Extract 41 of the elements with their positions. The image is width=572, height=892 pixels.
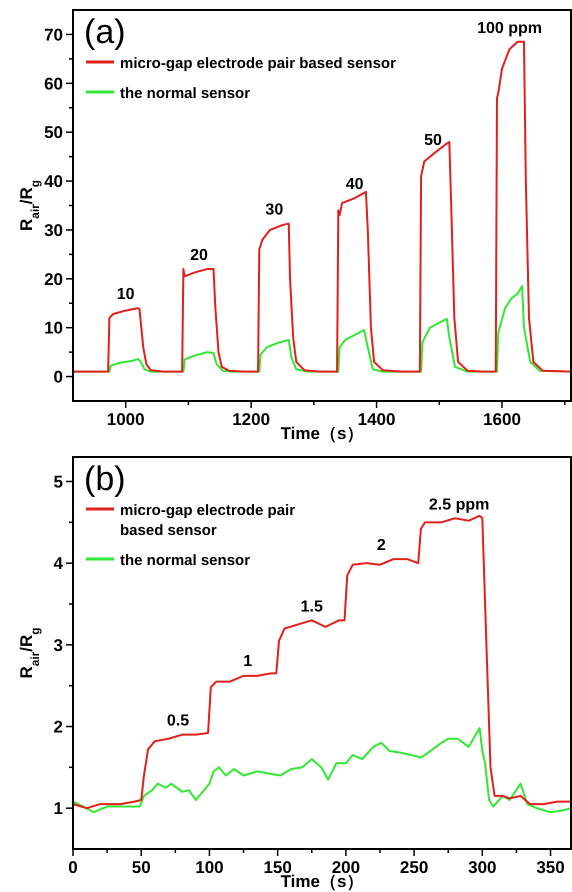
- annotation: 1: [243, 653, 252, 670]
- y-tick-label: 10: [44, 318, 63, 338]
- x-tick-label: 1600: [483, 410, 521, 429]
- annotation: 40: [346, 176, 364, 194]
- line-series: [73, 727, 571, 814]
- annotation: 2.5 ppm: [428, 496, 490, 514]
- annotation: 30: [265, 202, 284, 219]
- x-tick-label: 350: [536, 858, 565, 877]
- annotation: 2: [376, 537, 386, 554]
- x-tick-label: 300: [468, 858, 497, 877]
- x-tick-label: 0: [68, 858, 78, 877]
- y-tick-label: 50: [44, 123, 63, 142]
- y-tick-label: 2: [54, 718, 63, 736]
- annotation: 50: [424, 132, 442, 150]
- x-tick-label: 50: [132, 858, 151, 877]
- y-tick-label: 20: [44, 270, 63, 289]
- legend-label: the normal sensor: [120, 552, 250, 569]
- legend-label: micro-gap electrode pair based sensor: [120, 55, 396, 72]
- x-tick-label: 1000: [106, 410, 145, 429]
- annotation: 10: [116, 286, 135, 304]
- y-tick-label: 0: [54, 368, 63, 387]
- y-tick-label: 70: [44, 25, 63, 44]
- annotation: 0.5: [166, 712, 190, 730]
- y-tick-label: 40: [44, 172, 63, 192]
- legend-label: the normal sensor: [120, 85, 250, 102]
- y-tick-label: 30: [44, 220, 63, 240]
- annotation: 20: [190, 247, 208, 264]
- annotation: 1.5: [300, 598, 323, 616]
- x-axis-title: Time（s）: [280, 872, 364, 891]
- x-tick-label: 1200: [232, 410, 270, 429]
- annotation: (b): [84, 460, 126, 498]
- y-tick-label: 1: [54, 799, 63, 818]
- legend-label: micro-gap electrode pair based sensor: [120, 502, 296, 539]
- y-tick-label: 4: [54, 554, 64, 574]
- x-tick-label: 250: [400, 858, 428, 877]
- x-tick-label: 100: [195, 858, 224, 877]
- annotation: (a): [84, 13, 126, 51]
- annotation: 100 ppm: [477, 20, 542, 37]
- y-tick-label: 5: [54, 472, 63, 492]
- y-tick-label: 60: [44, 74, 63, 94]
- y-tick-label: 3: [54, 636, 63, 655]
